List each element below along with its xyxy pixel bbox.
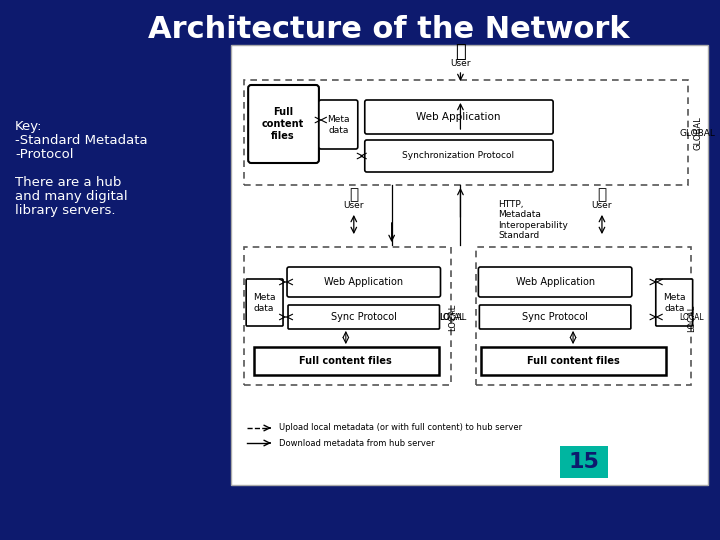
Text: GLOBAL: GLOBAL xyxy=(693,116,702,150)
Bar xyxy=(482,347,666,375)
Text: Sync Protocol: Sync Protocol xyxy=(522,312,588,322)
Bar xyxy=(254,347,438,375)
Text: ⛹: ⛹ xyxy=(455,43,466,61)
Text: LOCAL: LOCAL xyxy=(680,314,704,322)
FancyBboxPatch shape xyxy=(319,100,358,149)
Text: -Standard Metadata: -Standard Metadata xyxy=(15,134,148,147)
Text: Web Application: Web Application xyxy=(416,112,500,122)
Text: Meta
data: Meta data xyxy=(663,293,686,313)
Bar xyxy=(231,45,708,485)
FancyBboxPatch shape xyxy=(287,267,441,297)
Text: Sync Protocol: Sync Protocol xyxy=(330,312,397,322)
Text: Download metadata from hub server: Download metadata from hub server xyxy=(279,438,435,448)
Text: User: User xyxy=(592,201,612,211)
Text: ⛹: ⛹ xyxy=(598,187,606,202)
FancyBboxPatch shape xyxy=(246,279,283,326)
Text: ⛹: ⛹ xyxy=(349,187,359,202)
Text: Web Application: Web Application xyxy=(516,277,595,287)
Text: LOCAL: LOCAL xyxy=(439,314,464,322)
Text: Full content files: Full content files xyxy=(526,356,619,366)
FancyBboxPatch shape xyxy=(656,279,693,326)
Text: Meta
data: Meta data xyxy=(253,293,275,313)
Text: LOCAL: LOCAL xyxy=(448,303,457,330)
Text: There are a hub: There are a hub xyxy=(15,176,122,189)
FancyBboxPatch shape xyxy=(365,100,553,134)
Text: Upload local metadata (or with full content) to hub server: Upload local metadata (or with full cont… xyxy=(279,423,522,433)
Text: Meta
data: Meta data xyxy=(328,116,350,134)
FancyBboxPatch shape xyxy=(560,446,608,478)
Text: User: User xyxy=(450,59,471,69)
Text: LOCAL: LOCAL xyxy=(438,313,466,321)
Text: Full content files: Full content files xyxy=(300,356,392,366)
Text: Architecture of the Network: Architecture of the Network xyxy=(148,16,629,44)
Text: library servers.: library servers. xyxy=(15,204,115,217)
Text: HTTP,
Metadata
Interoperability
Standard: HTTP, Metadata Interoperability Standard xyxy=(498,200,568,240)
Text: Full
content
files: Full content files xyxy=(262,107,304,140)
Text: LOCAL: LOCAL xyxy=(687,305,696,332)
Text: 15: 15 xyxy=(569,452,600,472)
FancyBboxPatch shape xyxy=(478,267,632,297)
FancyBboxPatch shape xyxy=(248,85,319,163)
Text: -Protocol: -Protocol xyxy=(15,148,73,161)
Text: User: User xyxy=(343,201,364,211)
Text: Synchronization Protocol: Synchronization Protocol xyxy=(402,152,515,160)
FancyBboxPatch shape xyxy=(480,305,631,329)
Text: Web Application: Web Application xyxy=(324,277,403,287)
FancyBboxPatch shape xyxy=(365,140,553,172)
Text: GLOBAL: GLOBAL xyxy=(680,129,716,138)
FancyBboxPatch shape xyxy=(288,305,439,329)
Text: Key:: Key: xyxy=(15,120,42,133)
Text: and many digital: and many digital xyxy=(15,190,127,203)
